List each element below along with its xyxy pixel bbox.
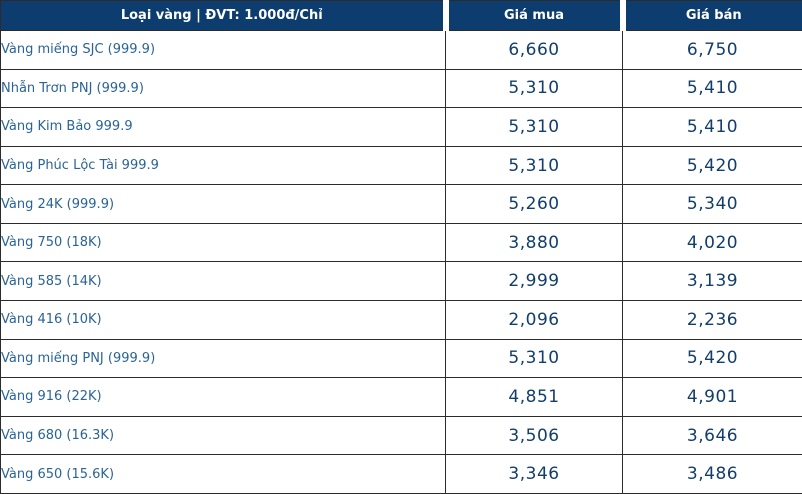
sell-price-cell: 2,236 (622, 300, 802, 340)
buy-price-cell: 5,310 (445, 107, 623, 147)
table-row: Vàng miếng PNJ (999.9) 5,310 5,420 (0, 338, 802, 379)
buy-price-cell: 5,310 (445, 68, 623, 109)
buy-price-cell: 3,506 (445, 415, 623, 456)
buy-price-cell: 5,310 (445, 338, 623, 379)
gold-type-cell: Vàng Phúc Lộc Tài 999.9 (0, 145, 446, 186)
gold-type-cell: Vàng 416 (10K) (0, 300, 446, 340)
table-row: Vàng 916 (22K) 4,851 4,901 (0, 377, 802, 417)
buy-price-cell: 5,310 (445, 145, 623, 186)
column-header-sell-price: Giá bán (619, 0, 802, 31)
sell-price-cell: 4,020 (622, 222, 802, 263)
column-header-buy-price: Giá mua (442, 0, 623, 31)
header-row: Loại vàng | ĐVT: 1.000đ/Chỉ Giá mua Giá … (0, 0, 802, 31)
table-row: Vàng miếng SJC (999.9) 6,660 6,750 (0, 30, 802, 70)
column-header-gold-type: Loại vàng | ĐVT: 1.000đ/Chỉ (0, 0, 446, 31)
sell-price-cell: 4,901 (622, 377, 802, 417)
buy-price-cell: 6,660 (445, 30, 623, 70)
table-row: Vàng 585 (14K) 2,999 3,139 (0, 261, 802, 302)
table-row: Vàng 416 (10K) 2,096 2,236 (0, 300, 802, 340)
gold-type-cell: Vàng Kim Bảo 999.9 (0, 107, 446, 147)
gold-type-cell: Vàng 585 (14K) (0, 261, 446, 302)
sell-price-cell: 5,340 (622, 184, 802, 224)
buy-price-cell: 3,880 (445, 222, 623, 263)
table-row: Vàng 750 (18K) 3,880 4,020 (0, 222, 802, 263)
buy-price-cell: 2,999 (445, 261, 623, 302)
gold-type-cell: Vàng 24K (999.9) (0, 184, 446, 224)
price-table-body: Vàng miếng SJC (999.9) 6,660 6,750 Nhẫn … (0, 30, 802, 494)
sell-price-cell: 5,410 (622, 107, 802, 147)
sell-price-cell: 5,420 (622, 145, 802, 186)
table-row: Nhẫn Trơn PNJ (999.9) 5,310 5,410 (0, 68, 802, 109)
buy-price-cell: 2,096 (445, 300, 623, 340)
table-row: Vàng 650 (15.6K) 3,346 3,486 (0, 454, 802, 494)
sell-price-cell: 3,139 (622, 261, 802, 302)
table-row: Vàng Kim Bảo 999.9 5,310 5,410 (0, 107, 802, 147)
gold-type-cell: Nhẫn Trơn PNJ (999.9) (0, 68, 446, 109)
gold-type-cell: Vàng miếng SJC (999.9) (0, 30, 446, 70)
table-row: Vàng 680 (16.3K) 3,506 3,646 (0, 415, 802, 456)
buy-price-cell: 3,346 (445, 454, 623, 494)
gold-type-cell: Vàng 680 (16.3K) (0, 415, 446, 456)
sell-price-cell: 5,420 (622, 338, 802, 379)
gold-type-cell: Vàng miếng PNJ (999.9) (0, 338, 446, 379)
buy-price-cell: 5,260 (445, 184, 623, 224)
buy-price-cell: 4,851 (445, 377, 623, 417)
sell-price-cell: 5,410 (622, 68, 802, 109)
sell-price-cell: 3,646 (622, 415, 802, 456)
gold-type-cell: Vàng 650 (15.6K) (0, 454, 446, 494)
gold-price-table-header: Loại vàng | ĐVT: 1.000đ/Chỉ Giá mua Giá … (0, 0, 802, 31)
table-row: Vàng 24K (999.9) 5,260 5,340 (0, 184, 802, 224)
gold-type-cell: Vàng 750 (18K) (0, 222, 446, 263)
sell-price-cell: 6,750 (622, 30, 802, 70)
table-row: Vàng Phúc Lộc Tài 999.9 5,310 5,420 (0, 145, 802, 186)
sell-price-cell: 3,486 (622, 454, 802, 494)
gold-type-cell: Vàng 916 (22K) (0, 377, 446, 417)
